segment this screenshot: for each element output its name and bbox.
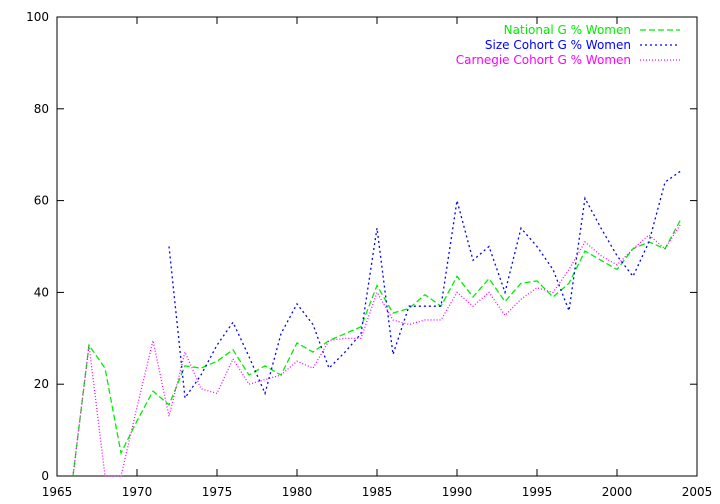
legend-label-0: National G % Women (504, 23, 631, 37)
series-layer (72, 170, 682, 477)
x-tick-label: 1975 (202, 485, 233, 499)
x-tick-label: 1970 (122, 485, 153, 499)
series-line-0 (72, 218, 682, 477)
x-tick-label: 2005 (682, 485, 713, 499)
y-tick-label: 40 (34, 285, 49, 299)
axis-ticks: 1965 1970 1975 1980 1985 1990 1995 2000 2005 0 20 4… (26, 10, 712, 499)
legend-label-2: Carnegie Cohort G % Women (456, 53, 631, 67)
x-tick-label: 1995 (522, 485, 553, 499)
legend-label-1: Size Cohort G % Women (485, 38, 631, 52)
series-line-1 (168, 170, 682, 400)
x-tick-label: 1965 (42, 485, 73, 499)
y-tick-label: 60 (34, 194, 49, 208)
y-tick-label: 100 (26, 10, 49, 24)
series-line-2 (72, 223, 682, 477)
y-tick-label: 80 (34, 102, 49, 116)
plot-frame (56, 16, 698, 477)
x-tick-label: 2000 (602, 485, 633, 499)
x-tick-label: 1990 (442, 485, 473, 499)
y-tick-label: 0 (41, 469, 49, 483)
y-tick-label: 20 (34, 377, 49, 391)
x-tick-label: 1980 (282, 485, 313, 499)
x-tick-label: 1985 (362, 485, 393, 499)
